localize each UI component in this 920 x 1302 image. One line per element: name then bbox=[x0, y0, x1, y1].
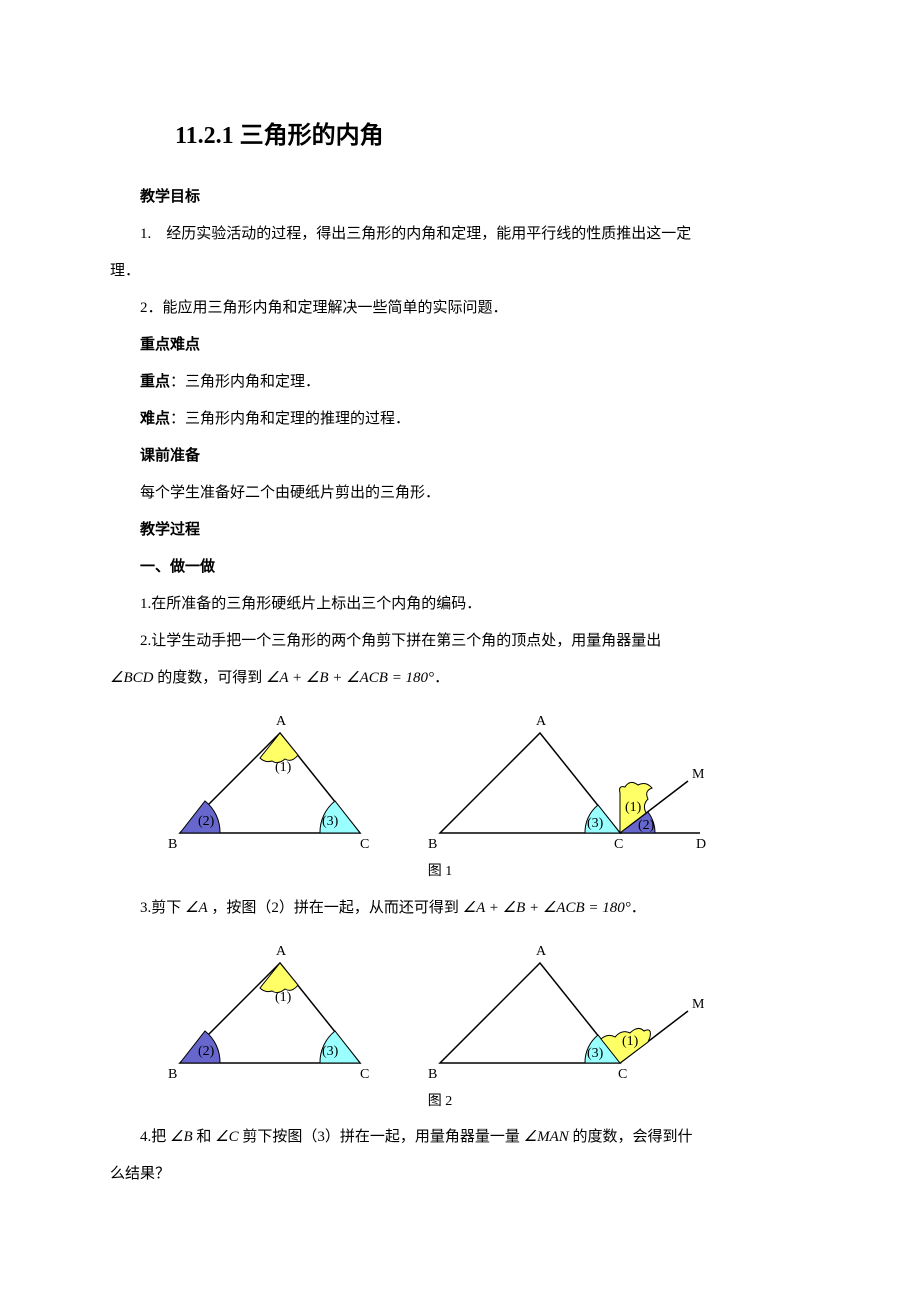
goal-1-num: 1. bbox=[140, 226, 151, 242]
process-heading: 教学过程 bbox=[110, 514, 810, 547]
hard-point: 难点：三角形内角和定理的推理的过程． bbox=[110, 403, 810, 436]
label-M-2: M bbox=[692, 997, 705, 1012]
step-1-4: 4.把 ∠B 和 ∠C 剪下按图（3）拼在一起，用量角器量一量 ∠MAN 的度数… bbox=[110, 1121, 810, 1154]
label-n2-2l: (2) bbox=[198, 1044, 215, 1059]
step-1-3: 3.剪下 ∠A ，按图（2）拼在一起，从而还可得到 ∠A + ∠B + ∠ACB… bbox=[110, 892, 810, 925]
label-n1-2l: (1) bbox=[275, 990, 292, 1005]
angle-bcd: ∠BCD bbox=[110, 670, 153, 686]
angle-a: ∠A bbox=[185, 900, 208, 916]
step-1-3-end: ． bbox=[631, 900, 646, 916]
step-1-1: 1.在所准备的三角形硬纸片上标出三个内角的编码． bbox=[110, 588, 810, 621]
equation-1: ∠A + ∠B + ∠ACB = 180° bbox=[266, 670, 434, 686]
goal-1-cont: 理． bbox=[110, 255, 810, 288]
equation-2: ∠A + ∠B + ∠ACB = 180° bbox=[463, 900, 631, 916]
angle-man: ∠MAN bbox=[524, 1129, 569, 1145]
difficulty-heading: 重点难点 bbox=[110, 329, 810, 362]
step-1-4-pre: 4.把 bbox=[140, 1129, 170, 1145]
goals-heading: 教学目标 bbox=[110, 181, 810, 214]
label-M-1: M bbox=[692, 767, 705, 782]
label-C-2: C bbox=[614, 837, 623, 852]
fig1-left-triangle: (1) (2) (3) A B C bbox=[168, 714, 369, 852]
step-1-2: 2.让学生动手把一个三角形的两个角剪下拼在第三个角的顶点处，用量角器量出 bbox=[110, 625, 810, 658]
label-A-3: A bbox=[276, 944, 287, 959]
step-1-4-mid: 剪下按图（3）拼在一起，用量角器量一量 bbox=[239, 1129, 524, 1145]
hard-text: ：三角形内角和定理的推理的过程． bbox=[170, 411, 410, 427]
goal-1-text: 经历实验活动的过程，得出三角形的内角和定理，能用平行线的性质推出这一定 bbox=[166, 226, 691, 242]
key-point: 重点：三角形内角和定理． bbox=[110, 366, 810, 399]
goal-2: 2．能应用三角形内角和定理解决一些简单的实际问题． bbox=[110, 292, 810, 325]
step-1-3-pre: 3.剪下 bbox=[140, 900, 185, 916]
figure-2: (1) (2) (3) A B C (3) (1) A B bbox=[160, 933, 720, 1118]
prep-heading: 课前准备 bbox=[110, 440, 810, 473]
label-n3-2r: (3) bbox=[587, 1046, 604, 1061]
label-n2-l: (2) bbox=[198, 814, 215, 829]
label-n3-r: (3) bbox=[587, 816, 604, 831]
fig1-right-triangle: (3) (1) (2) A B C D M bbox=[428, 714, 706, 852]
step-1-2b: ∠BCD 的度数，可得到 ∠A + ∠B + ∠ACB = 180°． bbox=[110, 662, 810, 695]
label-B-3: B bbox=[168, 1067, 177, 1082]
step-1-4-end: 的度数，会得到什 bbox=[569, 1129, 693, 1145]
prep-text: 每个学生准备好二个由硬纸片剪出的三角形． bbox=[110, 477, 810, 510]
step-1-4-and: 和 bbox=[193, 1129, 216, 1145]
label-B-4: B bbox=[428, 1067, 437, 1082]
label-C-3: C bbox=[360, 1067, 369, 1082]
label-A-4: A bbox=[536, 944, 547, 959]
figure-2-row: (1) (2) (3) A B C (3) (1) A B bbox=[160, 933, 810, 1118]
figure-2-caption: 图 2 bbox=[428, 1087, 453, 1118]
label-B-2: B bbox=[428, 837, 437, 852]
hard-label: 难点 bbox=[140, 411, 170, 427]
label-n2-r: (2) bbox=[638, 818, 655, 833]
label-n1-2r: (1) bbox=[622, 1034, 639, 1049]
angle-b: ∠B bbox=[170, 1129, 193, 1145]
fig2-right-triangle: (3) (1) A B C M bbox=[428, 944, 705, 1082]
label-C-1: C bbox=[360, 837, 369, 852]
figure-1: (1) (2) (3) A B C (3) (1 bbox=[160, 703, 720, 888]
figure-1-svg: (1) (2) (3) A B C (3) (1 bbox=[160, 703, 720, 853]
goal-1: 1. 经历实验活动的过程，得出三角形的内角和定理，能用平行线的性质推出这一定 bbox=[110, 218, 810, 251]
step1-heading: 一、做一做 bbox=[110, 551, 810, 584]
label-n1-r: (1) bbox=[625, 800, 642, 815]
fig2-left-triangle: (1) (2) (3) A B C bbox=[168, 944, 369, 1082]
label-A-2: A bbox=[536, 714, 547, 729]
key-label: 重点 bbox=[140, 374, 170, 390]
step-1-3-mid: ，按图（2）拼在一起，从而还可得到 bbox=[208, 900, 463, 916]
figure-1-caption: 图 1 bbox=[428, 857, 453, 888]
label-n1: (1) bbox=[275, 760, 292, 775]
step-1-2b-mid: 的度数，可得到 bbox=[153, 670, 266, 686]
page-title: 11.2.1 三角形的内角 bbox=[175, 110, 810, 163]
label-B-1: B bbox=[168, 837, 177, 852]
label-n3-2l: (3) bbox=[322, 1044, 339, 1059]
label-D: D bbox=[696, 837, 706, 852]
label-A-1: A bbox=[276, 714, 287, 729]
angle-c: ∠C bbox=[215, 1129, 238, 1145]
figure-2-svg: (1) (2) (3) A B C (3) (1) A B bbox=[160, 933, 720, 1083]
figure-1-row: (1) (2) (3) A B C (3) (1 bbox=[160, 703, 810, 888]
label-n3-l: (3) bbox=[322, 814, 339, 829]
step-1-4-cont: 么结果？ bbox=[110, 1158, 810, 1191]
step-1-2b-end: ． bbox=[434, 670, 449, 686]
label-C-4: C bbox=[618, 1067, 627, 1082]
key-text: ：三角形内角和定理． bbox=[170, 374, 320, 390]
